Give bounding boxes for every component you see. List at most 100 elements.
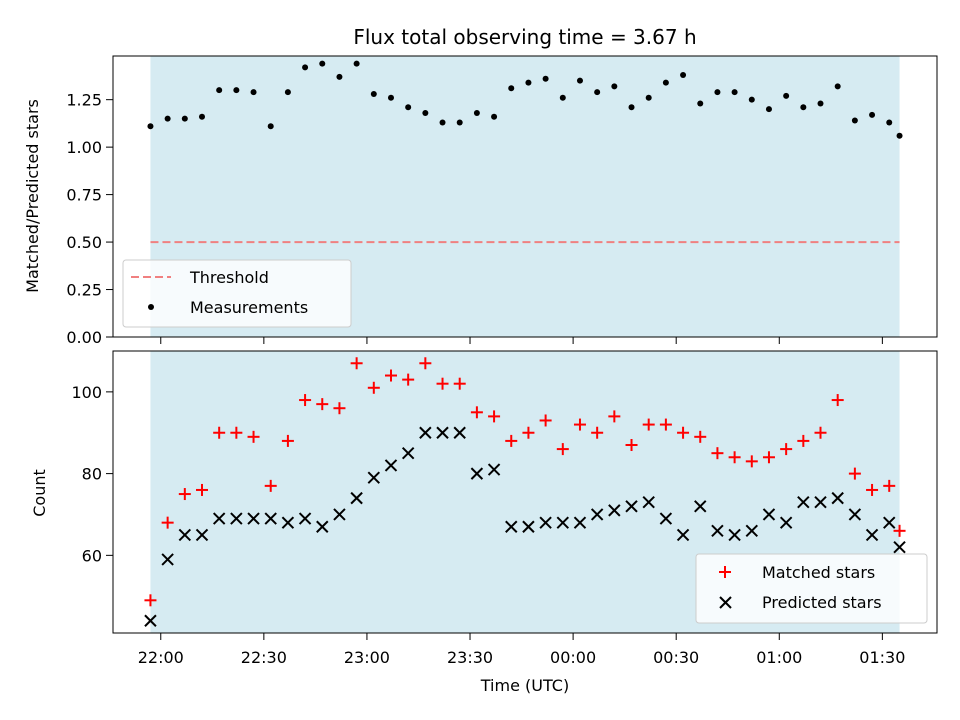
matched-star-point bbox=[316, 398, 329, 411]
matched-star-point bbox=[831, 394, 844, 407]
predicted-star-point bbox=[384, 459, 398, 472]
matched-star-point bbox=[814, 426, 827, 439]
measurement-point bbox=[508, 85, 515, 92]
count-points bbox=[144, 357, 906, 627]
measurement-point bbox=[147, 123, 154, 130]
matched-star-point bbox=[522, 426, 535, 439]
measurement-point bbox=[834, 83, 841, 90]
predicted-star-point bbox=[745, 524, 758, 538]
matched-star-point bbox=[470, 406, 483, 419]
measurement-point bbox=[284, 89, 291, 96]
x-axis-label: Time (UTC) bbox=[480, 676, 569, 695]
x-tick-label: 00:00 bbox=[550, 648, 596, 667]
predicted-star-point bbox=[195, 528, 209, 542]
predicted-star-point bbox=[728, 528, 741, 542]
predicted-star-point bbox=[487, 463, 501, 476]
matched-star-point bbox=[745, 455, 758, 468]
measurement-point bbox=[559, 94, 566, 101]
bottom-y-axis-ticks: 60 80 100 bbox=[71, 383, 113, 565]
measurement-point bbox=[353, 60, 360, 67]
matched-star-point bbox=[419, 357, 432, 370]
predicted-star-point bbox=[298, 512, 312, 525]
measurement-point bbox=[525, 79, 532, 86]
matched-star-point bbox=[281, 434, 294, 447]
measurement-point bbox=[439, 119, 446, 126]
x-tick-label: 01:00 bbox=[756, 648, 802, 667]
matched-star-point bbox=[367, 381, 380, 394]
x-tick-label: 00:30 bbox=[653, 648, 699, 667]
measurement-point bbox=[611, 83, 618, 90]
top-panel: 0.00 0.25 0.50 0.75 1.00 1.25 Matched/Predict… bbox=[23, 55, 938, 347]
matched-star-point bbox=[728, 451, 741, 464]
measurements-legend-swatch bbox=[148, 304, 154, 310]
matched-star-point bbox=[384, 369, 397, 382]
bottom-y-axis-label: Count bbox=[30, 469, 49, 517]
matched-star-point bbox=[350, 357, 363, 370]
predicted-star-point bbox=[212, 512, 226, 525]
y-tick-label: 100 bbox=[71, 383, 102, 402]
measurement-point bbox=[817, 100, 824, 107]
measurement-point bbox=[783, 92, 790, 99]
predicted-legend-swatch bbox=[719, 596, 732, 609]
top-y-axis-label: Matched/Predicted stars bbox=[23, 99, 42, 293]
matched-legend-label: Matched stars bbox=[762, 563, 875, 582]
top-plot-frame bbox=[112, 55, 938, 338]
predicted-star-point bbox=[608, 504, 621, 517]
matched-star-point bbox=[625, 439, 638, 451]
y-tick-label: 0.75 bbox=[66, 186, 102, 205]
bottom-plot-frame bbox=[112, 350, 938, 634]
measurement-point bbox=[181, 115, 188, 122]
matched-star-point bbox=[436, 377, 449, 390]
matched-star-point bbox=[591, 426, 604, 439]
top-x-axis-ticks bbox=[160, 337, 883, 344]
matched-star-point bbox=[195, 483, 208, 496]
matched-star-point bbox=[488, 410, 501, 423]
predicted-star-point bbox=[419, 426, 432, 439]
matched-star-point bbox=[299, 394, 312, 407]
predicted-star-point bbox=[848, 508, 862, 521]
matched-star-point bbox=[893, 524, 906, 537]
predicted-star-point bbox=[316, 520, 329, 533]
predicted-star-point bbox=[505, 520, 518, 533]
predicted-star-point bbox=[350, 491, 363, 505]
measurement-point bbox=[628, 104, 635, 111]
matched-star-point bbox=[866, 483, 879, 496]
predicted-star-point bbox=[247, 512, 260, 525]
predicted-star-point bbox=[161, 553, 174, 566]
matched-star-point bbox=[333, 402, 346, 415]
matched-star-point bbox=[178, 488, 191, 501]
y-tick-label: 1.25 bbox=[66, 91, 102, 110]
measurement-point bbox=[370, 90, 377, 97]
chart-title: Flux total observing time = 3.67 h bbox=[353, 25, 696, 49]
predicted-star-point bbox=[659, 512, 673, 525]
matched-star-point bbox=[711, 447, 724, 460]
matched-star-point bbox=[556, 443, 569, 456]
predicted-star-point bbox=[401, 446, 415, 460]
matched-star-point bbox=[539, 414, 552, 427]
predicted-star-point bbox=[797, 496, 810, 509]
predicted-star-point bbox=[831, 491, 844, 505]
predicted-star-point bbox=[625, 500, 638, 513]
x-tick-label: 22:00 bbox=[138, 648, 184, 667]
measurement-point bbox=[869, 111, 876, 118]
measurement-point bbox=[594, 89, 601, 96]
measurement-point bbox=[748, 96, 755, 103]
predicted-star-point bbox=[230, 512, 243, 525]
measurement-point bbox=[851, 117, 858, 124]
predicted-star-point bbox=[573, 516, 587, 529]
matched-star-point bbox=[402, 373, 415, 386]
measurement-point bbox=[216, 87, 223, 94]
predicted-star-point bbox=[883, 516, 896, 529]
x-tick-label: 22:30 bbox=[241, 648, 287, 667]
measurements-legend-label: Measurements bbox=[190, 298, 308, 317]
measurement-point bbox=[456, 119, 463, 126]
measurement-point bbox=[680, 71, 687, 78]
matched-star-point bbox=[144, 594, 157, 607]
measurement-point bbox=[319, 60, 326, 67]
measurement-point bbox=[731, 89, 738, 96]
predicted-star-point bbox=[676, 528, 690, 542]
x-tick-label: 01:30 bbox=[859, 648, 905, 667]
matched-star-point bbox=[161, 516, 174, 529]
measurement-point bbox=[491, 113, 498, 120]
